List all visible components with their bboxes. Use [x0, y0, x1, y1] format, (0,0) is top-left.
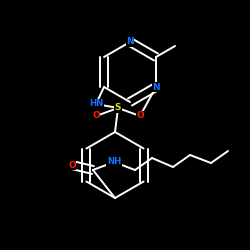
Text: N: N	[126, 38, 134, 46]
Text: O: O	[92, 112, 100, 120]
Text: N: N	[152, 82, 160, 92]
Text: S: S	[115, 104, 121, 112]
Text: NH: NH	[107, 158, 121, 166]
Text: O: O	[68, 160, 76, 170]
Text: O: O	[136, 112, 144, 120]
Text: HN: HN	[89, 100, 103, 108]
